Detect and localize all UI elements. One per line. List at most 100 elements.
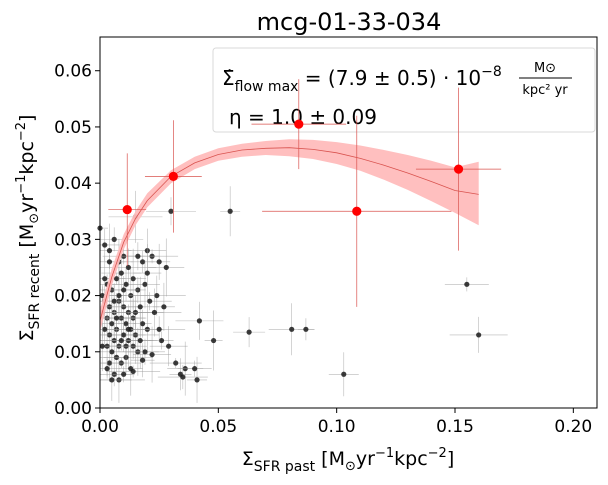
raw-point-marker <box>113 315 120 321</box>
y-axis-label: ΣSFR recent [M⊙yr−1kpc−2] <box>14 115 43 342</box>
x-axis-label-sun: ⊙ <box>345 459 356 474</box>
raw-point-marker <box>149 351 155 358</box>
raw-point-marker <box>111 236 117 242</box>
y-axis-label-kpc: kpc <box>16 141 38 175</box>
binned-point-1 <box>144 120 202 233</box>
raw-point-98 <box>130 343 155 378</box>
x-tick-label: 0.20 <box>554 417 592 437</box>
raw-point-marker <box>303 326 309 332</box>
raw-point-marker <box>140 321 146 327</box>
x-axis-label-yr: yr <box>356 448 375 470</box>
raw-point-marker <box>102 242 108 248</box>
raw-point-95 <box>100 358 121 379</box>
raw-point-66 <box>110 266 127 325</box>
annotation-flow: Σ̇flow max = (7.9 ± 0.5) · 10−8 M⊙ kpc² … <box>222 61 572 98</box>
annotation-flow-frac-num: M⊙ <box>534 61 556 76</box>
x-axis-label: ΣSFR past [M⊙yr−1kpc−2] <box>242 446 455 475</box>
y-axis-label-close: ] <box>16 115 38 122</box>
raw-point-marker <box>464 281 470 287</box>
raw-point-marker <box>163 264 169 271</box>
raw-point-marker <box>168 208 174 214</box>
y-axis-label-sub: SFR recent <box>27 253 43 329</box>
raw-point-marker <box>211 337 217 344</box>
raw-point-marker <box>125 264 131 271</box>
raw-point-marker <box>109 377 115 383</box>
raw-point-77 <box>149 326 188 367</box>
raw-point-82 <box>187 356 208 403</box>
raw-point-marker <box>137 337 143 344</box>
raw-point-marker <box>142 349 148 355</box>
x-axis-label-close: ] <box>447 448 454 470</box>
raw-point-marker <box>102 276 108 282</box>
binned-point-marker <box>352 206 362 216</box>
binned-point-marker <box>168 171 178 182</box>
raw-point-25 <box>127 275 186 316</box>
raw-point-marker <box>194 377 200 383</box>
raw-point-96 <box>100 358 132 401</box>
raw-point-94 <box>99 321 131 372</box>
y-axis-label-sun: ⊙ <box>27 213 42 224</box>
raw-point-marker <box>118 337 124 344</box>
raw-point-87 <box>268 303 315 356</box>
raw-point-marker <box>106 360 113 366</box>
raw-point-marker <box>137 304 143 310</box>
x-tick-label: 0.00 <box>81 417 119 437</box>
raw-point-marker <box>123 281 129 287</box>
raw-point-marker <box>144 270 150 276</box>
raw-point-54 <box>118 341 143 396</box>
raw-point-88 <box>297 318 314 341</box>
x-axis-label-sub: SFR past <box>254 459 316 475</box>
raw-point-marker <box>116 292 122 299</box>
x-tick-label: 0.10 <box>318 417 356 437</box>
raw-point-marker <box>158 337 165 344</box>
raw-point-marker <box>125 326 131 332</box>
raw-point-23 <box>129 260 160 309</box>
raw-point-marker <box>102 326 108 332</box>
x-tick-label: 0.05 <box>199 417 237 437</box>
annotation-flow-lhs: Σ̇ <box>222 66 235 90</box>
y-axis-label-open: [M <box>16 224 38 254</box>
x-axis-label-base: Σ <box>242 448 254 470</box>
raw-point-marker <box>246 329 252 335</box>
raw-point-85 <box>204 310 223 371</box>
raw-point-marker <box>123 321 129 327</box>
raw-point-marker <box>156 259 162 265</box>
raw-point-marker <box>192 366 198 372</box>
raw-point-75 <box>127 288 182 337</box>
annotation-flow-sub: flow max <box>235 79 299 95</box>
raw-point-marker <box>113 276 120 282</box>
raw-point-marker <box>180 374 186 380</box>
annotation-box <box>212 47 596 133</box>
raw-point-64 <box>100 254 126 269</box>
raw-point-marker <box>151 309 158 316</box>
binned-point-3 <box>262 115 452 307</box>
raw-point-marker <box>142 281 148 287</box>
raw-point-57 <box>112 366 135 383</box>
y-tick-label: 0.06 <box>54 62 92 82</box>
y-axis-label-exp2: −2 <box>14 122 29 141</box>
raw-point-marker <box>106 248 113 254</box>
raw-point-marker <box>196 318 202 324</box>
raw-point-marker <box>154 292 160 299</box>
annotation-flow-eq: = (7.9 ± 0.5) · 10 <box>298 66 481 90</box>
raw-point-91 <box>449 316 508 353</box>
raw-point-marker <box>140 357 146 363</box>
annotation-flow-exp: −8 <box>481 64 502 80</box>
x-axis-label-exp1: −1 <box>375 446 394 461</box>
raw-point-14 <box>148 238 185 297</box>
y-axis-label-exp1: −1 <box>14 175 29 194</box>
raw-point-15 <box>146 197 196 226</box>
model-line <box>99 147 479 322</box>
raw-point-16 <box>220 186 241 237</box>
raw-point-marker <box>173 360 179 366</box>
raw-point-90 <box>444 277 489 292</box>
axes-frame <box>99 36 598 409</box>
raw-point-marker <box>130 276 136 282</box>
raw-point-marker <box>121 287 127 293</box>
y-tick-label: 0.01 <box>54 343 92 363</box>
raw-point-marker <box>156 326 162 332</box>
plot-area <box>97 79 508 403</box>
raw-point-3 <box>100 227 144 252</box>
y-tick-label: 0.05 <box>54 118 92 138</box>
